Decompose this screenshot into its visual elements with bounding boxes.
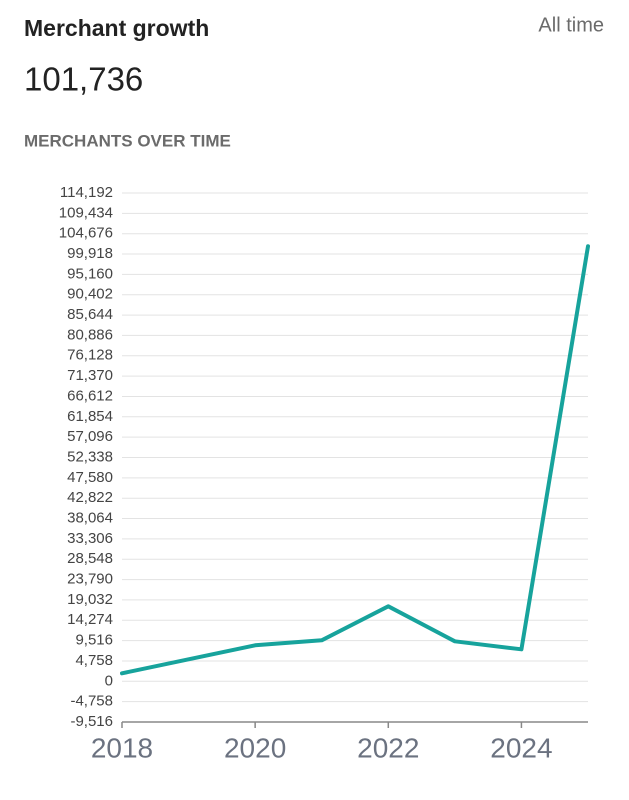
- x-tick-label: 2018: [91, 732, 153, 763]
- y-tick-label: 90,402: [67, 286, 113, 303]
- y-tick-label: 66,612: [67, 387, 113, 404]
- y-tick-label: 9,516: [75, 632, 113, 649]
- y-tick-label: 4,758: [75, 652, 113, 669]
- x-tick-label: 2022: [357, 732, 419, 763]
- y-tick-label: 80,886: [67, 326, 113, 343]
- y-tick-label: 47,580: [67, 469, 113, 486]
- x-tick-label: 2020: [224, 732, 286, 763]
- y-tick-label: 19,032: [67, 591, 113, 608]
- y-tick-label: -9,516: [70, 713, 113, 730]
- total-value: 101,736: [24, 61, 143, 98]
- y-tick-label: 71,370: [67, 367, 113, 384]
- y-tick-label: 28,548: [67, 550, 113, 567]
- x-tick-label: 2024: [490, 732, 552, 763]
- y-tick-label: 109,434: [59, 204, 113, 221]
- y-tick-label: 23,790: [67, 571, 113, 588]
- y-tick-label: 0: [105, 672, 113, 689]
- y-tick-label: 76,128: [67, 347, 113, 364]
- y-tick-label: 61,854: [67, 408, 113, 425]
- y-tick-label: 33,306: [67, 530, 113, 547]
- y-tick-label: 57,096: [67, 428, 113, 445]
- y-tick-label: 38,064: [67, 510, 113, 527]
- y-tick-label: -4,758: [70, 693, 113, 710]
- y-tick-label: 95,160: [67, 265, 113, 282]
- y-tick-label: 114,192: [60, 184, 113, 201]
- series-line: [120, 244, 590, 676]
- y-tick-label: 14,274: [67, 611, 113, 628]
- y-tick-label: 42,822: [67, 489, 113, 506]
- y-tick-label: 104,676: [59, 225, 113, 242]
- y-tick-label: 52,338: [67, 448, 113, 465]
- range-label[interactable]: All time: [538, 14, 604, 36]
- y-tick-label: 99,918: [67, 245, 113, 262]
- chart-title: MERCHANTS OVER TIME: [24, 131, 231, 150]
- y-tick-label: 85,644: [67, 306, 113, 323]
- card-title: Merchant growth: [24, 15, 209, 41]
